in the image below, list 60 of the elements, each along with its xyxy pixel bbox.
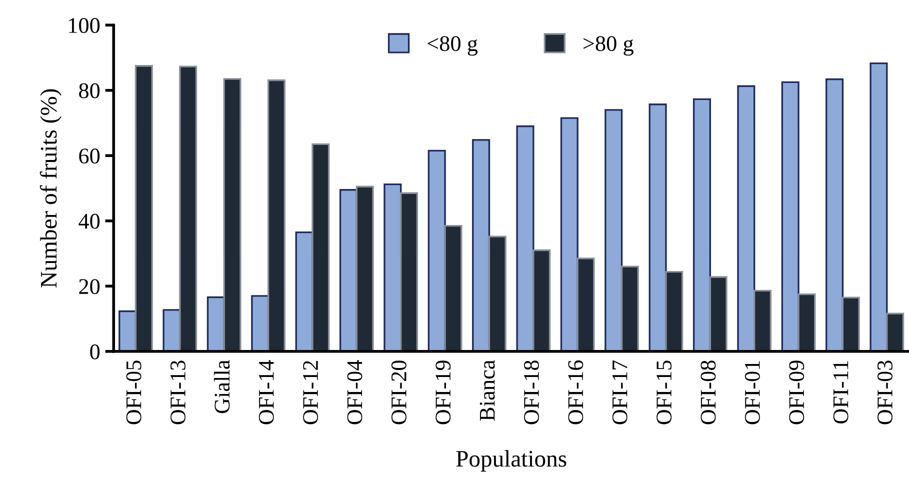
legend-label: >80 g (584, 36, 634, 56)
bar (312, 143, 330, 352)
x-tick-label: OFI-09 (789, 360, 804, 424)
bar (870, 62, 888, 352)
x-tick-label: OFI-12 (303, 360, 318, 424)
bar (709, 276, 728, 352)
bar (356, 186, 374, 352)
bar (444, 224, 462, 352)
bar (251, 295, 270, 352)
x-tick-label: OFI-19 (436, 360, 451, 424)
bar (516, 125, 534, 352)
bar (620, 266, 639, 352)
legend-label: <80 g (428, 36, 478, 56)
y-tick-label: 80 (79, 83, 100, 98)
bar (665, 270, 684, 352)
bar (179, 66, 198, 352)
bar (737, 85, 756, 352)
bar (400, 192, 418, 352)
bar (472, 139, 490, 352)
x-tick-label: OFI-13 (170, 360, 186, 424)
y-tick-label: 100 (69, 18, 100, 34)
bar (134, 65, 153, 352)
x-tick-label: OFI-08 (700, 360, 716, 424)
y-axis-title: Number of fruits (%) (40, 89, 62, 288)
x-tick-label: OFI-16 (568, 360, 584, 424)
bar (267, 79, 286, 352)
bar (488, 236, 506, 352)
bar (223, 78, 242, 352)
x-tick-label: OFI-15 (656, 360, 672, 424)
x-axis-title: Populations (456, 450, 566, 472)
bar (886, 312, 904, 352)
bar (339, 189, 358, 352)
bar (428, 150, 446, 352)
x-tick-label: OFI-04 (347, 360, 362, 424)
y-tick-label: 0 (90, 344, 100, 360)
x-tick-label: OFI-14 (258, 360, 274, 424)
bar (754, 290, 772, 352)
x-tick-label: OFI-05 (126, 360, 142, 424)
bar (576, 258, 595, 352)
y-tick-label: 60 (79, 148, 100, 164)
bar (384, 184, 402, 352)
y-tick-label: 40 (78, 214, 100, 229)
x-tick-label: Gialla (214, 360, 230, 414)
bar (604, 109, 623, 352)
bar (532, 249, 551, 352)
bar (842, 296, 860, 352)
bar (781, 81, 800, 352)
bar (560, 117, 578, 352)
x-tick-label: OFI-18 (524, 360, 539, 424)
x-tick-label: OFI-03 (877, 360, 892, 424)
bar (798, 293, 816, 352)
x-tick-label: OFI-17 (612, 360, 628, 424)
bar (826, 78, 844, 352)
bar (648, 104, 667, 352)
x-tick-label: OFI-20 (391, 360, 406, 424)
x-tick-label: OFI-11 (833, 361, 848, 424)
x-tick-label: OFI-01 (744, 361, 760, 424)
y-tick-label: 20 (79, 279, 100, 294)
bar (692, 98, 711, 352)
x-tick-label: Bianca (480, 360, 495, 421)
